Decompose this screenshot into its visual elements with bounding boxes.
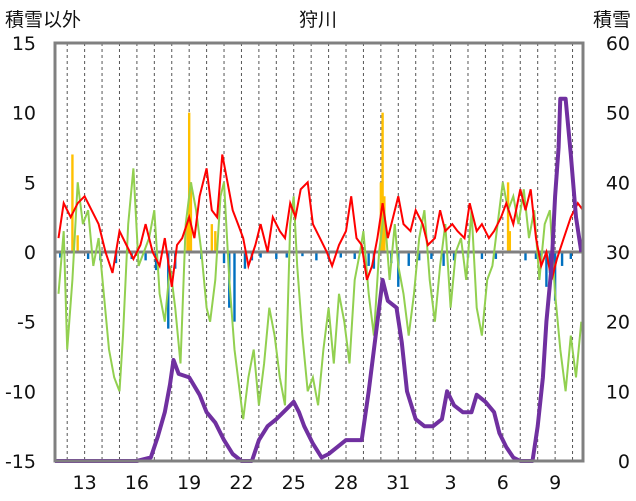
chart-title: 狩川 (299, 9, 337, 31)
precip-bar (86, 252, 90, 259)
precip-bar (315, 252, 318, 261)
precip-bar (210, 224, 214, 252)
right-tick-label: 0 (618, 451, 630, 473)
x-tick-label: 16 (125, 472, 149, 494)
left-tick-label: 0 (24, 242, 36, 264)
precip-bar (189, 182, 193, 252)
precip-bar (524, 252, 527, 261)
precip-bar (494, 252, 498, 259)
precip-bar (569, 252, 573, 259)
x-tick-label: 3 (445, 472, 457, 494)
precip-bar (480, 252, 484, 259)
vertical-gridlines (66, 43, 574, 461)
right-tick-label: 30 (606, 242, 630, 264)
precip-bar (545, 252, 548, 287)
precip-bar (534, 252, 538, 259)
precip-bar (76, 235, 79, 252)
precip-bar (233, 252, 236, 322)
x-tick-label: 6 (497, 472, 509, 494)
x-tick-label: 9 (549, 472, 561, 494)
plot-frame (53, 41, 585, 463)
x-tick-label: 13 (73, 472, 97, 494)
right-axis-label: 積雪 (593, 9, 631, 31)
precip-bar (259, 252, 262, 258)
precip-bar (381, 112, 384, 253)
right-tick-label: 60 (606, 33, 630, 55)
precip-bar (508, 231, 512, 252)
right-tick-label: 10 (606, 381, 630, 403)
right-axis-ticks: 60 50 40 30 20 10 0 (606, 33, 630, 473)
snow-depth-line (55, 96, 584, 463)
precip-bar (59, 252, 62, 258)
left-tick-label: 10 (12, 103, 36, 125)
x-tick-label: 25 (282, 472, 306, 494)
precip-bar (187, 112, 191, 253)
precip-bar (506, 182, 510, 252)
left-axis-ticks: 15 10 5 0 -5 -10 -15 (5, 33, 36, 473)
precip-bar (275, 252, 278, 259)
right-tick-label: 40 (606, 172, 630, 194)
precip-bar (186, 217, 189, 252)
left-axis-label: 積雪以外 (5, 9, 81, 31)
left-tick-label: -5 (17, 312, 36, 334)
x-tick-label: 19 (177, 472, 201, 494)
precip-bar (367, 252, 370, 266)
precip-bar (301, 252, 304, 257)
green-series-line (57, 168, 583, 420)
precip-bar (214, 231, 217, 252)
precip-bar (243, 252, 247, 269)
left-tick-label: -15 (5, 451, 36, 473)
precip-bar (417, 252, 421, 261)
x-tick-label: 22 (229, 472, 253, 494)
precip-bar (222, 252, 226, 264)
left-tick-label: 5 (24, 172, 36, 194)
precip-bar (383, 196, 386, 252)
left-tick-label: -10 (5, 381, 36, 403)
right-tick-label: 50 (606, 103, 630, 125)
precip-bar (553, 252, 557, 301)
precip-bar (442, 252, 445, 266)
precip-bar (407, 252, 410, 266)
x-tick-label: 31 (386, 472, 410, 494)
precip-bar (430, 252, 433, 259)
left-tick-label: 15 (12, 33, 36, 55)
temperature-line (57, 154, 584, 287)
precip-bar (353, 252, 356, 259)
precip-bar (144, 252, 147, 261)
precip-bar (560, 252, 564, 266)
precip-bar (285, 252, 288, 258)
precip-bar (71, 154, 74, 252)
precip-bar (339, 252, 342, 258)
right-tick-label: 20 (606, 312, 630, 334)
precip-bar (452, 252, 456, 261)
x-axis-ticks: 13 16 19 22 25 28 31 3 6 9 (73, 472, 562, 494)
x-tick-label: 28 (334, 472, 358, 494)
